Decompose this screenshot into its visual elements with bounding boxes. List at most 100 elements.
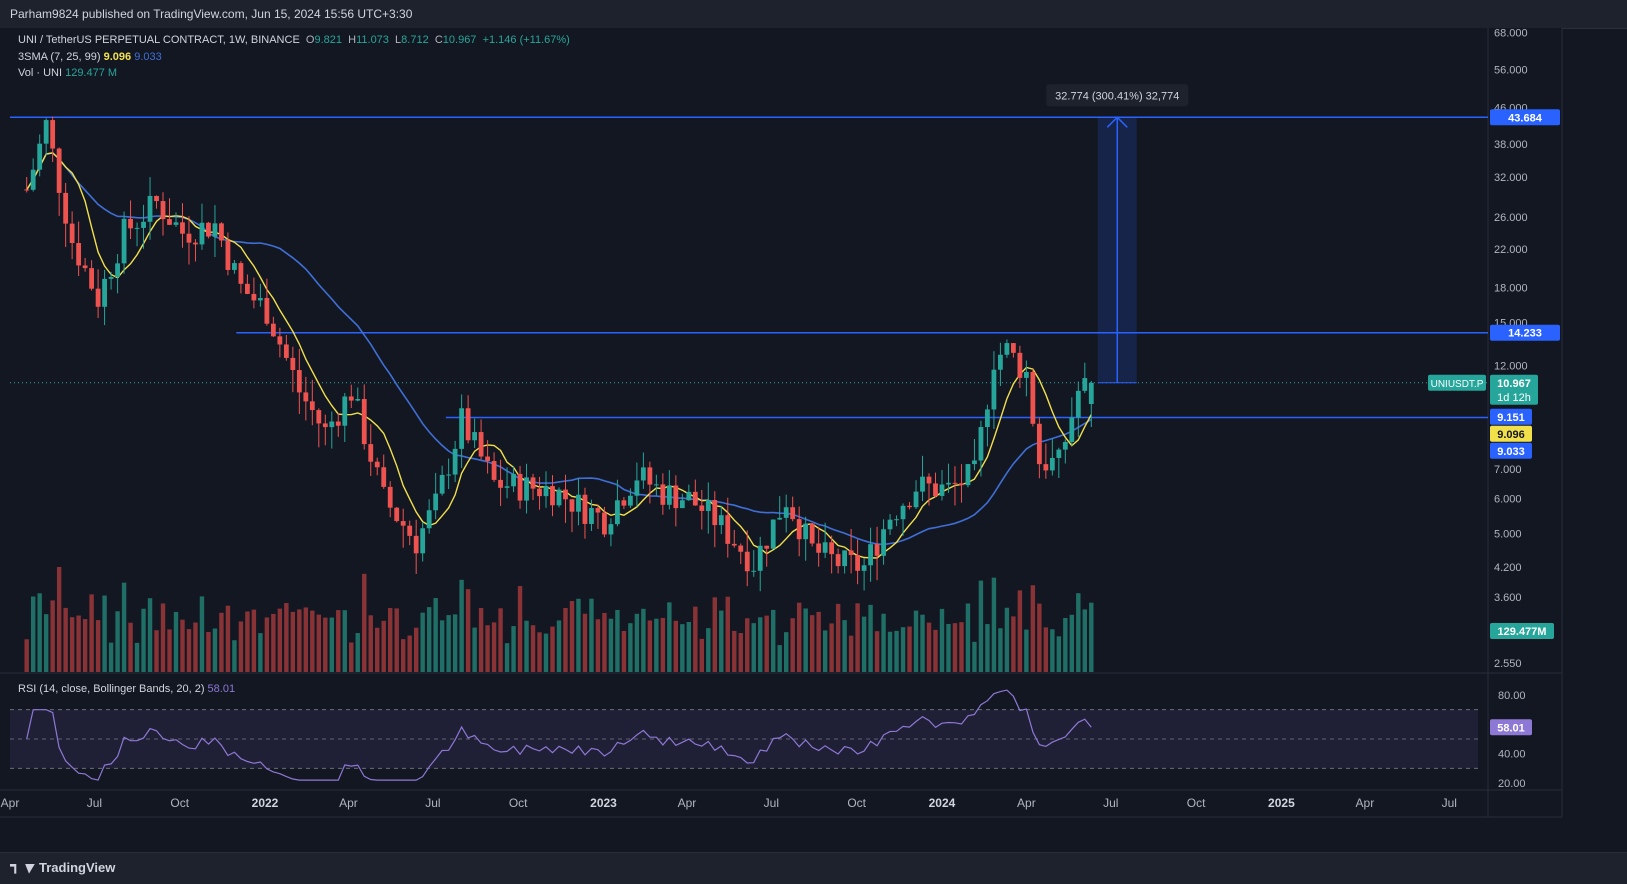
- volume-bar: [511, 626, 516, 672]
- candle-body: [199, 222, 205, 245]
- volume-legend[interactable]: Vol · UNI 129.477 M: [18, 67, 117, 79]
- candle-body: [245, 283, 250, 294]
- sma25-value: 9.033: [134, 51, 162, 63]
- candle-body: [926, 476, 932, 484]
- candle-body: [63, 192, 69, 224]
- volume-bar: [887, 631, 893, 672]
- time-tick-label: Jul: [1442, 796, 1457, 810]
- current-price-label: 10.967: [1497, 378, 1531, 390]
- countdown-label: 1d 12h: [1497, 392, 1531, 404]
- candle-body: [147, 195, 153, 222]
- candle-body: [1049, 457, 1055, 471]
- candle-body: [783, 507, 789, 518]
- volume-bar: [758, 617, 763, 672]
- volume-bar: [998, 628, 1003, 672]
- volume-bar: [420, 612, 425, 672]
- volume-bar: [465, 589, 471, 672]
- open-value: 9.821: [314, 34, 343, 46]
- candle-body: [861, 565, 867, 571]
- candle-body: [1069, 417, 1075, 442]
- candle-body: [855, 555, 861, 571]
- price-tick-label: 22.000: [1494, 244, 1528, 256]
- time-tick-label: Apr: [678, 796, 697, 810]
- candle-body: [627, 495, 633, 506]
- candle-body: [913, 491, 919, 508]
- candle-body: [790, 507, 796, 520]
- candle-body: [731, 543, 737, 546]
- volume-bar: [362, 573, 367, 672]
- candle-body: [102, 278, 107, 307]
- candle-body: [225, 240, 231, 270]
- time-tick-label: Oct: [170, 796, 189, 810]
- candle-body: [76, 243, 82, 266]
- candle-body: [686, 491, 692, 501]
- candle-body: [576, 494, 581, 512]
- volume-bar: [69, 617, 75, 672]
- candle-body: [37, 143, 43, 170]
- candle-body: [744, 551, 750, 572]
- volume-bar: [297, 609, 302, 672]
- candle-body: [270, 323, 276, 337]
- candle-body: [803, 523, 809, 540]
- volume-bar: [809, 615, 815, 672]
- volume-bar: [706, 628, 711, 672]
- volume-bar: [95, 620, 101, 672]
- candle-body: [232, 263, 237, 270]
- volume-bar: [310, 610, 315, 672]
- volume-bar: [589, 598, 594, 672]
- price-label-top-bg: [1490, 109, 1560, 126]
- volume-bar: [56, 567, 62, 672]
- candle-body: [829, 542, 835, 555]
- price-tick-label: 12.000: [1494, 360, 1528, 372]
- volume-bar: [926, 622, 932, 672]
- candle-body: [757, 545, 763, 571]
- price-tick-label: 32.000: [1494, 172, 1528, 184]
- candle-body: [874, 544, 880, 556]
- tradingview-logo[interactable]: TradingView: [10, 860, 115, 875]
- volume-bar: [245, 611, 250, 672]
- candle-body: [556, 489, 562, 506]
- time-tick-label: Apr: [1017, 796, 1036, 810]
- candle-body: [647, 467, 653, 485]
- volume-bar: [1089, 602, 1094, 672]
- candle-body: [1056, 449, 1062, 458]
- candle-body: [537, 488, 542, 497]
- volume-bar: [452, 614, 458, 672]
- candle-body: [796, 519, 802, 540]
- close-label: C: [434, 34, 443, 46]
- volume-bar: [673, 620, 679, 672]
- candle-body: [206, 222, 211, 237]
- candle-body: [985, 409, 990, 428]
- candle-body: [900, 505, 906, 520]
- sma-legend[interactable]: 3SMA (7, 25, 99) 9.096 9.033: [18, 51, 162, 63]
- volume-bar: [822, 630, 828, 672]
- candle-body: [407, 525, 413, 536]
- time-tick-label: 2024: [929, 796, 956, 810]
- volume-bar: [874, 631, 880, 672]
- symbol-title[interactable]: UNI / TetherUS PERPETUAL CONTRACT, 1W, B…: [18, 34, 300, 46]
- volume-bar: [855, 603, 860, 672]
- candle-body: [998, 354, 1003, 370]
- candle-body: [426, 510, 432, 529]
- low-value: 8.712: [401, 34, 429, 46]
- time-tick-label: Oct: [1187, 796, 1206, 810]
- volume-bar: [147, 598, 153, 672]
- volume-bar: [939, 608, 945, 672]
- candle-body: [368, 444, 374, 462]
- candle-body: [433, 493, 439, 511]
- volume-bar: [621, 630, 627, 672]
- volume-bar: [426, 607, 432, 672]
- candle-body: [595, 508, 601, 513]
- rsi-line: [26, 689, 1092, 781]
- rsi-tick-label: 40.00: [1498, 749, 1526, 761]
- candle-body: [550, 486, 555, 506]
- volume-bar: [608, 618, 614, 672]
- candle-body: [660, 484, 666, 505]
- candle-body: [394, 507, 400, 522]
- candle-body: [563, 489, 568, 500]
- candle-body: [160, 201, 166, 220]
- sma-label: 3SMA (7, 25, 99): [18, 51, 101, 63]
- rsi-legend[interactable]: RSI (14, close, Bollinger Bands, 20, 2) …: [18, 683, 235, 695]
- candle-body: [569, 499, 575, 512]
